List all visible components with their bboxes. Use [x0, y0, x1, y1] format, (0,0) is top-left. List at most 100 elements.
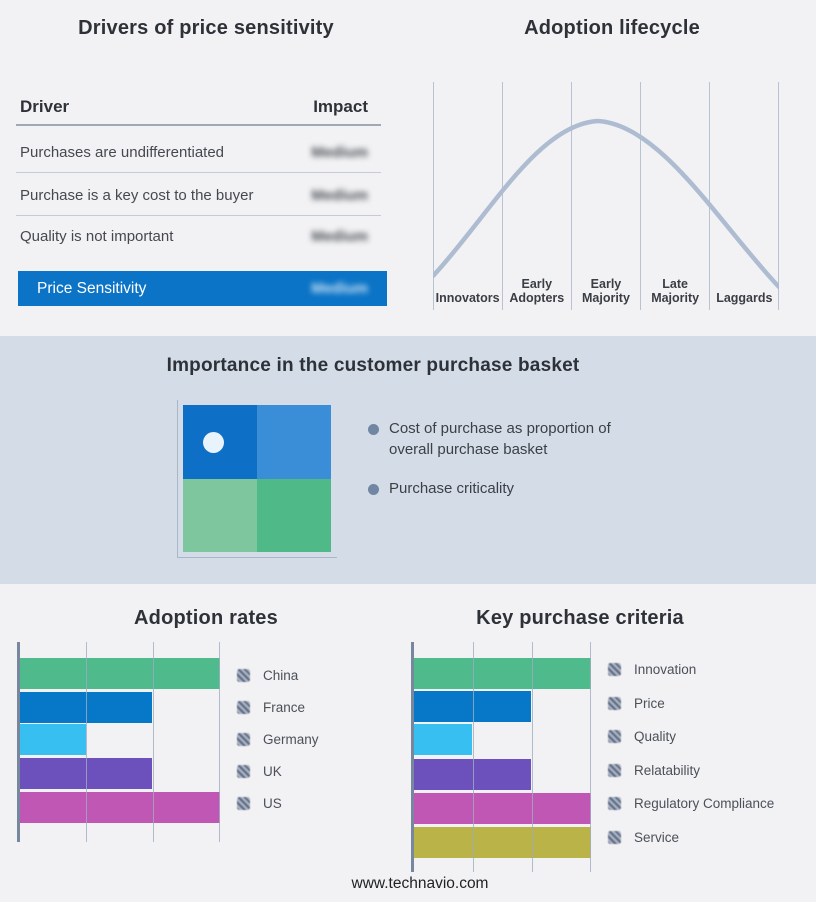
basket-bullet-item: Purchase criticality	[368, 479, 641, 500]
lifecycle-stage-labels: Innovators Early Adopters Early Majority…	[433, 266, 779, 306]
adoption-bar-germany	[20, 724, 86, 755]
basket-panel-title: Importance in the customer purchase bask…	[166, 355, 580, 376]
table-row-driver: Purchase is a key cost to the buyer	[20, 187, 254, 204]
legend-label: Service	[634, 829, 680, 845]
impact-column-header: Impact	[313, 97, 368, 116]
legend-item-innovation: Innovation	[608, 653, 774, 687]
hatched-swatch-icon	[608, 663, 621, 677]
hatched-swatch-icon	[608, 763, 621, 777]
table-row-impact-redacted: Medium	[311, 228, 368, 245]
quadrant-chart	[183, 405, 331, 552]
hatched-swatch-icon	[608, 830, 621, 844]
table-header-rule	[16, 124, 381, 126]
legend-label: Quality	[634, 729, 677, 745]
lifecycle-gridline	[778, 82, 779, 310]
legend-item-us: US	[237, 787, 319, 819]
technavio-url: www.technavio.com	[351, 875, 489, 892]
gridline	[590, 642, 591, 872]
legend-label: Relatability	[634, 762, 701, 778]
bullet-text: Purchase criticality	[389, 480, 515, 497]
adoption-bar-china	[20, 658, 220, 689]
criteria-legend: Innovation Price Quality Relatability Re…	[608, 653, 774, 854]
adoption-rates-plot-area	[20, 642, 220, 842]
legend-label: Innovation	[634, 662, 697, 678]
stage-label-late-majority: Late Majority	[651, 276, 700, 306]
criteria-bar-price	[414, 691, 531, 722]
stage-label-early-majority: Early Majority	[582, 276, 630, 306]
criteria-y-axis	[411, 642, 414, 872]
criteria-bar-innovation	[414, 658, 591, 689]
criteria-bar-quality	[414, 724, 473, 755]
criteria-bar-regulatory-compliance	[414, 793, 591, 824]
legend-label: UK	[263, 763, 282, 779]
table-row-rule	[16, 172, 381, 173]
hatched-swatch-icon	[237, 668, 250, 682]
legend-item-price: Price	[608, 687, 774, 721]
quadrant-cell-top-right	[257, 405, 331, 479]
stage-label-innovators: Innovators	[435, 291, 500, 306]
purchase-basket-band	[0, 336, 816, 584]
lifecycle-gridline	[571, 82, 572, 310]
bullet-dot-icon	[368, 484, 379, 495]
basket-bullet-item: Cost of purchase as proportion of overal…	[368, 419, 641, 460]
table-row-driver: Purchases are undifferentiated	[20, 144, 225, 161]
quadrant-cell-bottom-left	[183, 478, 257, 552]
adoption-rates-y-axis	[17, 642, 20, 842]
lifecycle-plot-area	[433, 82, 779, 310]
gridline	[86, 642, 87, 842]
legend-item-uk: UK	[237, 755, 319, 787]
hatched-swatch-icon	[608, 696, 621, 710]
legend-label: Germany	[263, 731, 319, 747]
drivers-panel-title: Drivers of price sensitivity	[78, 17, 334, 39]
adoption-rates-legend: China France Germany UK US	[237, 659, 319, 819]
quadrant-x-axis	[177, 557, 337, 558]
gridline	[219, 642, 220, 842]
legend-item-relatability: Relatability	[608, 754, 774, 788]
bell-curve-line	[433, 118, 779, 290]
bell-curve-path	[433, 118, 779, 290]
criteria-bar-relatability	[414, 759, 531, 790]
price-sensitivity-label: Price Sensitivity	[37, 279, 147, 297]
quadrant-marker-icon	[203, 432, 224, 453]
legend-label: France	[263, 699, 306, 715]
legend-item-regulatory-compliance: Regulatory Compliance	[608, 787, 774, 821]
table-row-driver: Quality is not important	[20, 228, 174, 245]
table-row-rule	[16, 215, 381, 216]
hatched-swatch-icon	[237, 700, 250, 714]
lifecycle-panel-title: Adoption lifecycle	[524, 17, 700, 39]
criteria-plot-area	[414, 642, 591, 872]
legend-item-service: Service	[608, 821, 774, 855]
stage-label-laggards: Laggards	[716, 291, 773, 306]
lifecycle-gridline	[433, 82, 434, 310]
quadrant-cell-bottom-right	[257, 478, 331, 552]
hatched-swatch-icon	[608, 730, 621, 744]
legend-item-germany: Germany	[237, 723, 319, 755]
legend-label: US	[263, 795, 282, 811]
hatched-swatch-icon	[608, 797, 621, 811]
driver-column-header: Driver	[20, 97, 70, 116]
legend-label: Regulatory Compliance	[634, 796, 775, 812]
gridline	[473, 642, 474, 872]
quadrant-cell-top-left	[183, 405, 257, 479]
criteria-bar-service	[414, 827, 591, 858]
price-sensitivity-summary-row: Price Sensitivity Medium	[18, 271, 387, 306]
hatched-swatch-icon	[237, 764, 250, 778]
hatched-swatch-icon	[237, 732, 250, 746]
lifecycle-gridline	[709, 82, 710, 310]
adoption-bar-us	[20, 792, 220, 823]
bullet-dot-icon	[368, 424, 379, 435]
gridline	[153, 642, 154, 842]
price-sensitivity-impact-redacted: Medium	[311, 280, 368, 297]
table-row-impact-redacted: Medium	[311, 187, 368, 204]
lifecycle-gridline	[640, 82, 641, 310]
adoption-rates-title: Adoption rates	[134, 607, 278, 629]
bullet-text: Cost of purchase as proportion of overal…	[389, 420, 611, 458]
quadrant-y-axis	[177, 400, 178, 558]
legend-label: Price	[634, 695, 665, 711]
stage-label-early-adopters: Early Adopters	[509, 276, 565, 306]
hatched-swatch-icon	[237, 796, 250, 810]
gridline	[532, 642, 533, 872]
legend-item-france: France	[237, 691, 319, 723]
legend-item-quality: Quality	[608, 720, 774, 754]
